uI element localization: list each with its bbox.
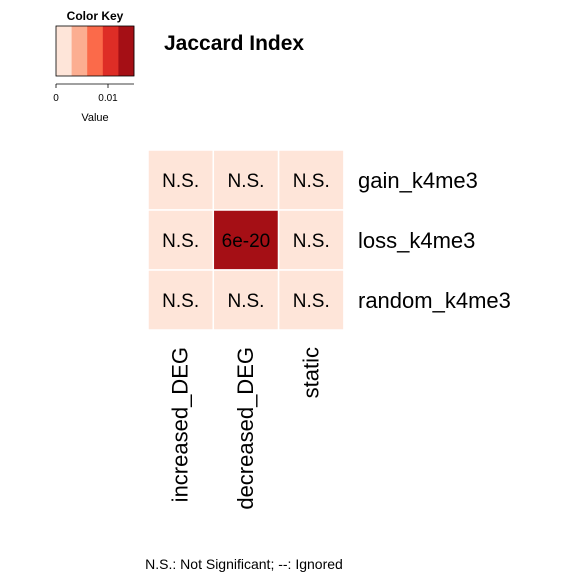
heatmap-cells: N.S. N.S. N.S. N.S. 6e-20 N.S. N.S. N.S. N.S. bbox=[147, 149, 345, 331]
heatmap-cell-label: N.S. bbox=[293, 171, 330, 192]
heatmap-cell-label: N.S. bbox=[162, 291, 199, 312]
color-key-xlabel: Value bbox=[81, 112, 108, 124]
color-key-swatches bbox=[55, 25, 135, 77]
heatmap-cell-label: N.S. bbox=[227, 291, 264, 312]
color-key-swatch bbox=[87, 26, 104, 76]
heatmap-cell bbox=[277, 149, 345, 211]
heatmap-cell bbox=[212, 209, 280, 271]
color-key-swatch bbox=[118, 26, 135, 76]
heatmap-cell bbox=[147, 269, 215, 331]
color-key-frame bbox=[55, 25, 135, 77]
color-key-tick-label: 0 bbox=[53, 93, 59, 104]
column-label: increased_DEG bbox=[168, 347, 193, 502]
heatmap-cell bbox=[147, 149, 215, 211]
heatmap-cell-label: N.S. bbox=[162, 171, 199, 192]
chart-title: Jaccard Index bbox=[164, 32, 304, 55]
heatmap-cell-label: N.S. bbox=[227, 171, 264, 192]
color-key: Color Key 0 0.01 Value bbox=[53, 9, 135, 124]
column-labels: increased_DEG decreased_DEG static bbox=[168, 347, 324, 510]
color-key-tick-label: 0.01 bbox=[98, 93, 118, 104]
row-label: gain_k4me3 bbox=[358, 168, 478, 193]
heatmap-cell-label: N.S. bbox=[293, 231, 330, 252]
row-label: random_k4me3 bbox=[358, 288, 511, 313]
row-labels: gain_k4me3 loss_k4me3 random_k4me3 bbox=[358, 168, 511, 313]
heatmap-cell-label: N.S. bbox=[293, 291, 330, 312]
color-key-title: Color Key bbox=[67, 9, 124, 23]
heatmap-cell-label: N.S. bbox=[162, 231, 199, 252]
column-label: decreased_DEG bbox=[233, 347, 258, 510]
footnote: N.S.: Not Significant; --: Ignored bbox=[145, 556, 343, 572]
heatmap-cell bbox=[277, 269, 345, 331]
color-key-ticks: 0 0.01 bbox=[53, 83, 134, 104]
color-key-swatch bbox=[102, 26, 119, 76]
column-label: static bbox=[298, 347, 323, 398]
row-label: loss_k4me3 bbox=[358, 228, 475, 253]
heatmap-cell-label: 6e-20 bbox=[222, 231, 271, 252]
color-key-swatch bbox=[71, 26, 88, 76]
heatmap-cell bbox=[212, 269, 280, 331]
color-key-swatch bbox=[56, 26, 72, 76]
